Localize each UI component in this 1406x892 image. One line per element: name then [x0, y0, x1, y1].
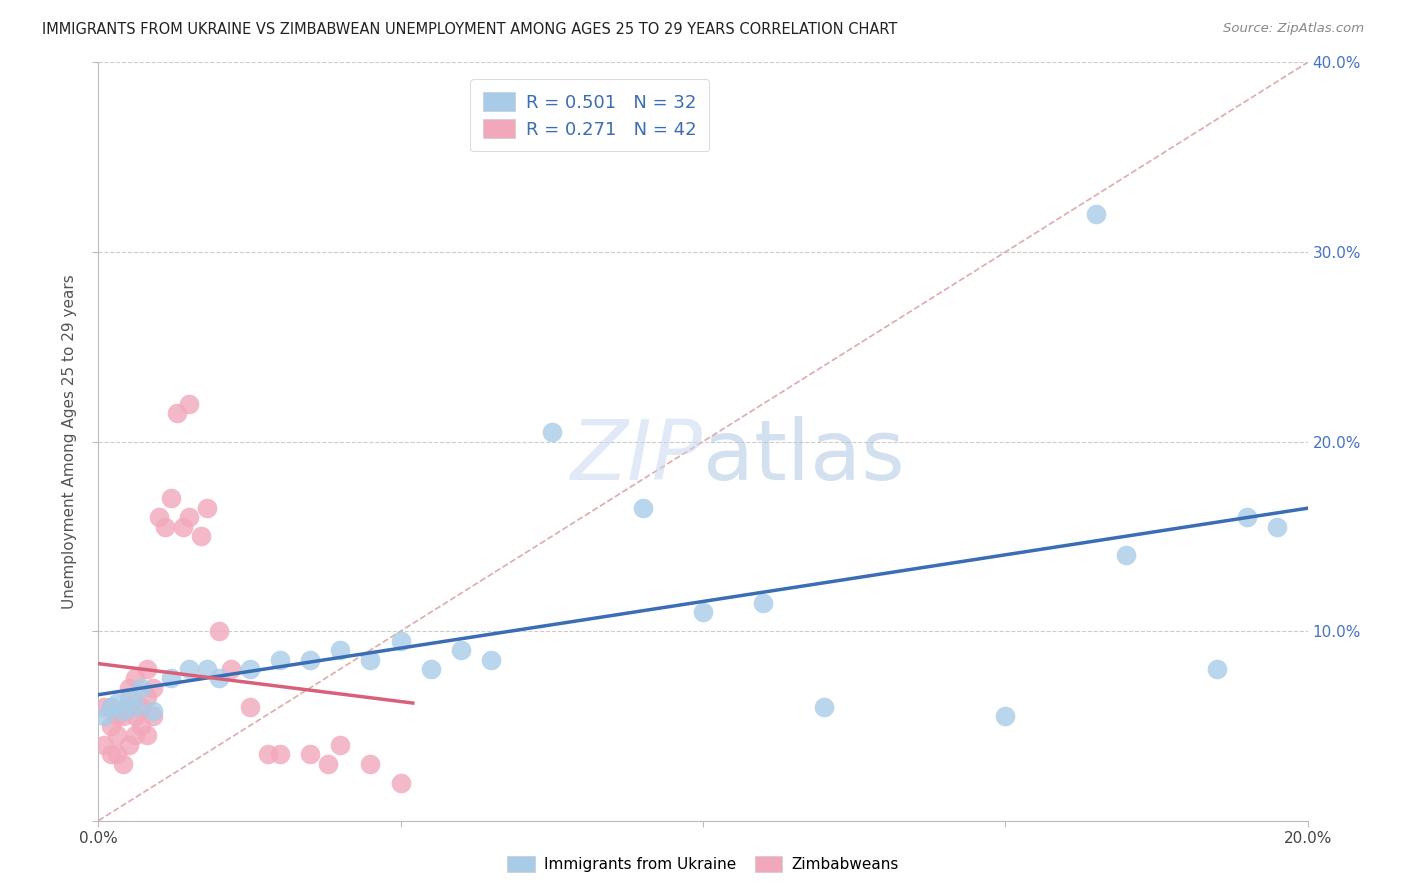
- Point: [160, 491, 183, 506]
- Point: [111, 756, 134, 771]
- Point: [1267, 520, 1289, 534]
- Point: [153, 520, 176, 534]
- Point: [1115, 548, 1137, 563]
- Point: [135, 662, 157, 676]
- Point: [124, 728, 146, 742]
- Point: [105, 728, 128, 742]
- Point: [105, 747, 128, 762]
- Point: [994, 709, 1017, 723]
- Point: [118, 681, 141, 695]
- Point: [239, 662, 262, 676]
- Point: [208, 624, 231, 639]
- Point: [135, 690, 157, 705]
- Point: [329, 738, 352, 752]
- Point: [100, 699, 122, 714]
- Point: [692, 605, 714, 619]
- Point: [148, 510, 170, 524]
- Point: [160, 672, 183, 686]
- Point: [142, 709, 165, 723]
- Point: [179, 396, 201, 410]
- Point: [118, 738, 141, 752]
- Point: [540, 425, 562, 439]
- Point: [93, 738, 115, 752]
- Point: [142, 704, 165, 718]
- Point: [269, 747, 291, 762]
- Point: [1236, 510, 1258, 524]
- Point: [208, 672, 231, 686]
- Point: [299, 747, 322, 762]
- Point: [124, 672, 146, 686]
- Point: [256, 747, 278, 762]
- Point: [124, 709, 146, 723]
- Point: [172, 520, 194, 534]
- Point: [111, 704, 134, 718]
- Point: [129, 699, 152, 714]
- Point: [166, 406, 188, 420]
- Point: [111, 709, 134, 723]
- Point: [118, 699, 141, 714]
- Point: [631, 500, 654, 515]
- Point: [195, 662, 218, 676]
- Point: [195, 500, 218, 515]
- Legend: R = 0.501   N = 32, R = 0.271   N = 42: R = 0.501 N = 32, R = 0.271 N = 42: [470, 79, 710, 152]
- Point: [93, 709, 115, 723]
- Point: [1206, 662, 1229, 676]
- Point: [105, 709, 128, 723]
- Point: [420, 662, 443, 676]
- Point: [124, 699, 146, 714]
- Point: [190, 529, 212, 543]
- Point: [179, 510, 201, 524]
- Text: atlas: atlas: [703, 417, 904, 497]
- Point: [93, 699, 115, 714]
- Point: [135, 728, 157, 742]
- Point: [1085, 207, 1108, 221]
- Text: IMMIGRANTS FROM UKRAINE VS ZIMBABWEAN UNEMPLOYMENT AMONG AGES 25 TO 29 YEARS COR: IMMIGRANTS FROM UKRAINE VS ZIMBABWEAN UN…: [42, 22, 897, 37]
- Point: [100, 719, 122, 733]
- Point: [179, 662, 201, 676]
- Point: [813, 699, 835, 714]
- Text: Source: ZipAtlas.com: Source: ZipAtlas.com: [1223, 22, 1364, 36]
- Point: [299, 652, 322, 666]
- Point: [129, 681, 152, 695]
- Point: [269, 652, 291, 666]
- Point: [450, 643, 472, 657]
- Point: [481, 652, 503, 666]
- Point: [100, 747, 122, 762]
- Point: [129, 719, 152, 733]
- Point: [389, 633, 412, 648]
- Point: [239, 699, 262, 714]
- Text: ZIP: ZIP: [571, 417, 703, 497]
- Point: [316, 756, 339, 771]
- Point: [360, 756, 382, 771]
- Point: [221, 662, 243, 676]
- Y-axis label: Unemployment Among Ages 25 to 29 years: Unemployment Among Ages 25 to 29 years: [62, 274, 77, 609]
- Point: [142, 681, 165, 695]
- Point: [360, 652, 382, 666]
- Legend: Immigrants from Ukraine, Zimbabweans: Immigrants from Ukraine, Zimbabweans: [499, 848, 907, 880]
- Point: [100, 699, 122, 714]
- Point: [118, 690, 141, 705]
- Point: [389, 776, 412, 790]
- Point: [752, 596, 775, 610]
- Point: [329, 643, 352, 657]
- Point: [105, 696, 128, 710]
